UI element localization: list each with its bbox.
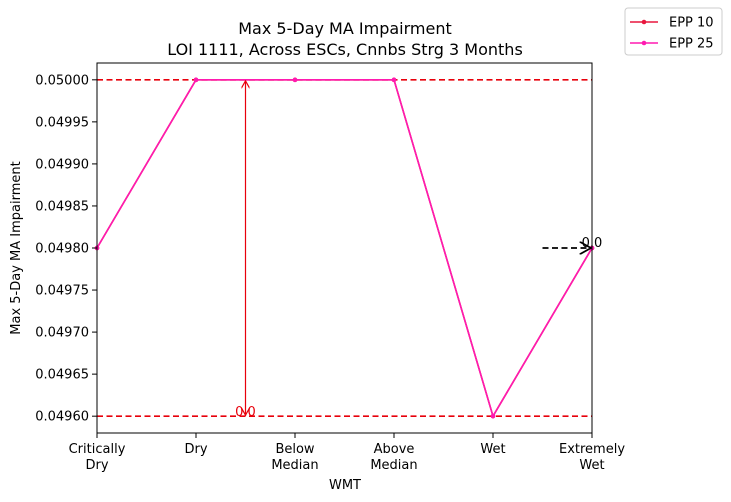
chart-title: Max 5-Day MA Impairment: [238, 19, 451, 38]
data-point: [391, 77, 397, 83]
y-tick-label: 0.05000: [35, 73, 89, 88]
x-tick-label: Above: [374, 442, 415, 457]
y-tick-label: 0.04980: [35, 242, 89, 257]
y-tick-label: 0.04965: [35, 368, 89, 383]
legend-label: EPP 25: [669, 37, 714, 52]
plot-area: 0.00.0: [94, 77, 602, 420]
x-tick-label: Dry: [184, 442, 207, 457]
data-point: [193, 77, 199, 83]
y-tick-label: 0.04990: [35, 157, 89, 172]
legend-marker: [641, 40, 647, 46]
y-tick-label: 0.04975: [35, 284, 89, 299]
y-tick-label: 0.04960: [35, 410, 89, 425]
x-tick-label: Extremely: [559, 442, 625, 457]
data-point: [490, 413, 496, 419]
x-tick-label: Median: [271, 458, 318, 473]
x-tick-label: Critically: [69, 442, 126, 457]
x-axis-label: WMT: [329, 478, 361, 493]
legend-marker: [641, 19, 647, 25]
annotation-label: 0.0: [235, 405, 256, 420]
legend-label: EPP 10: [669, 16, 714, 31]
x-tick-label: Dry: [85, 458, 108, 473]
y-tick-label: 0.04970: [35, 326, 89, 341]
data-point: [292, 77, 298, 83]
y-tick-label: 0.04995: [35, 115, 89, 130]
chart-subtitle: LOI 1111, Across ESCs, Cnnbs Strg 3 Mont…: [167, 40, 523, 59]
x-tick-label: Wet: [579, 458, 604, 473]
y-tick-label: 0.04985: [35, 199, 89, 214]
y-axis-label: Max 5-Day MA Impairment: [9, 161, 24, 334]
x-tick-label: Wet: [480, 442, 505, 457]
legend: EPP 10 EPP 25: [624, 7, 723, 56]
x-tick-label: Below: [275, 442, 314, 457]
x-tick-label: Median: [370, 458, 417, 473]
plot-frame: [96, 62, 593, 434]
series-line: [96, 79, 593, 419]
series-line: [96, 79, 593, 419]
